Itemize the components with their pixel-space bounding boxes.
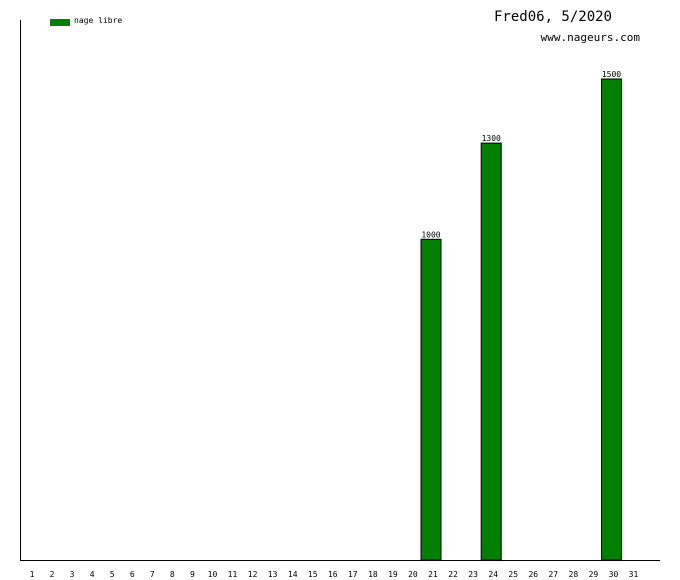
x-tick-label-19: 19 — [388, 570, 398, 579]
x-tick-label-16: 16 — [328, 570, 338, 579]
x-tick-label-18: 18 — [368, 570, 378, 579]
x-tick-labels-group: 1 2 3 4 5 6 7 8 9 10 11 12 13 14 15 16 17 18 19 20 21 22 23 24 2… — [30, 570, 639, 579]
x-tick-label-21: 21 — [428, 570, 438, 579]
x-tick-label-14: 14 — [288, 570, 298, 579]
bar-24 — [480, 142, 502, 561]
x-tick-label-17: 17 — [348, 570, 358, 579]
x-tick-label-10: 10 — [208, 570, 218, 579]
x-tick-label-23: 23 — [468, 570, 478, 579]
x-tick-label-29: 29 — [589, 570, 599, 579]
chart-title: Fred06, 5/2020 — [493, 9, 612, 25]
x-tick-label-24: 24 — [488, 570, 498, 579]
x-tick-label-3: 3 — [70, 570, 75, 579]
x-tick-label-5: 5 — [110, 570, 115, 579]
legend-label: nage libre — [74, 16, 123, 25]
value-labels-group: 1000 1300 1500 — [421, 70, 621, 239]
x-tick-label-6: 6 — [130, 570, 135, 579]
x-tick-label-25: 25 — [508, 570, 518, 579]
x-tick-label-4: 4 — [90, 570, 95, 579]
bars-group — [420, 78, 622, 561]
x-tick-label-8: 8 — [170, 570, 175, 579]
legend-swatch — [50, 19, 70, 26]
x-tick-label-26: 26 — [528, 570, 538, 579]
x-tick-label-31: 31 — [629, 570, 639, 579]
value-label-24: 1300 — [482, 134, 501, 143]
x-tick-label-28: 28 — [569, 570, 579, 579]
bar-21 — [420, 238, 442, 561]
x-tick-label-9: 9 — [190, 570, 195, 579]
x-tick-label-22: 22 — [448, 570, 458, 579]
chart-subtitle: www.nageurs.com — [540, 31, 640, 44]
x-tick-label-7: 7 — [150, 570, 155, 579]
value-label-30: 1500 — [602, 70, 621, 79]
x-tick-label-2: 2 — [50, 570, 55, 579]
x-tick-label-11: 11 — [228, 570, 238, 579]
x-tick-label-20: 20 — [408, 570, 418, 579]
bar-30 — [601, 78, 622, 561]
x-tick-label-30: 30 — [609, 570, 619, 579]
x-tick-label-12: 12 — [248, 570, 258, 579]
value-label-21: 1000 — [421, 230, 440, 239]
x-tick-label-1: 1 — [30, 570, 35, 579]
x-tick-label-13: 13 — [268, 570, 278, 579]
x-tick-label-27: 27 — [548, 570, 558, 579]
x-tick-label-15: 15 — [308, 570, 318, 579]
